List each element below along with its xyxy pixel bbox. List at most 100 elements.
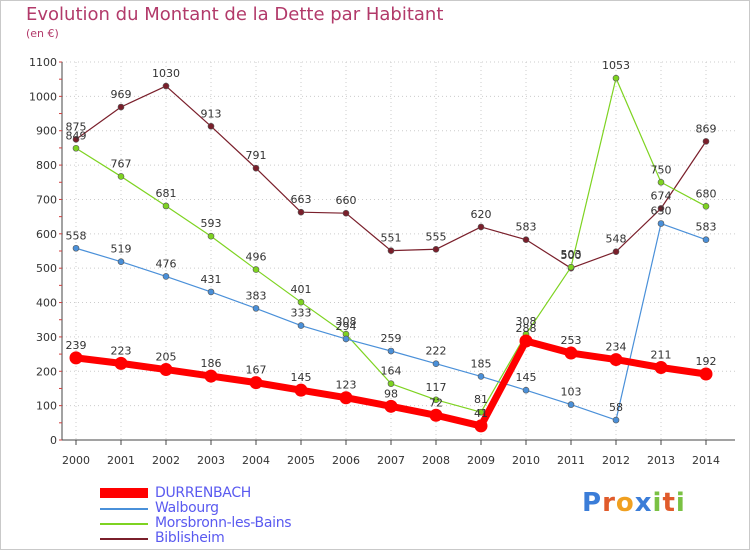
data-label: 205 xyxy=(156,351,177,364)
data-point xyxy=(249,376,263,390)
data-point xyxy=(117,103,125,111)
data-label: 1030 xyxy=(152,67,180,80)
data-point xyxy=(567,263,575,271)
data-label: 239 xyxy=(66,339,87,352)
data-point xyxy=(207,288,215,296)
chart-subtitle: (en €) xyxy=(26,27,59,40)
y-tick-label: 800 xyxy=(36,159,57,172)
y-tick-label: 1000 xyxy=(29,90,57,103)
data-label: 875 xyxy=(66,120,87,133)
y-tick-label: 600 xyxy=(36,228,57,241)
data-point xyxy=(339,391,353,405)
data-label: 192 xyxy=(696,355,717,368)
legend-label: Morsbronn-les-Bains xyxy=(155,515,292,531)
data-label: 849 xyxy=(66,129,87,142)
data-point xyxy=(657,205,665,212)
data-point xyxy=(612,74,620,82)
x-tick-label: 2004 xyxy=(242,454,270,467)
data-label: 500 xyxy=(561,249,582,262)
data-point xyxy=(297,298,305,306)
data-label: 913 xyxy=(201,107,222,120)
data-point xyxy=(252,164,260,172)
data-label: 681 xyxy=(156,187,177,200)
data-label: 1053 xyxy=(602,59,630,72)
data-point xyxy=(612,248,620,255)
data-label: 294 xyxy=(336,320,357,333)
data-label: 72 xyxy=(429,396,443,409)
data-label: 969 xyxy=(111,88,132,101)
data-label: 167 xyxy=(246,364,267,377)
x-tick-label: 2002 xyxy=(152,454,180,467)
data-point xyxy=(72,144,80,152)
data-point xyxy=(342,335,350,343)
data-label: 593 xyxy=(201,217,222,230)
data-point xyxy=(114,356,128,370)
y-tick-label: 400 xyxy=(36,297,57,310)
data-point xyxy=(702,203,710,210)
chart-title: Evolution du Montant de la Dette par Hab… xyxy=(26,4,444,25)
legend-swatch xyxy=(100,538,148,540)
proxiti-logo: Proxiti xyxy=(582,488,686,518)
data-point xyxy=(387,347,395,355)
x-tick-label: 2009 xyxy=(467,454,495,467)
x-tick-label: 2003 xyxy=(197,454,225,467)
data-point xyxy=(477,408,485,416)
data-label: 123 xyxy=(336,379,357,392)
data-label: 145 xyxy=(516,371,537,384)
data-point xyxy=(567,401,575,408)
data-point xyxy=(387,380,395,387)
data-point xyxy=(207,232,215,240)
data-label: 103 xyxy=(561,386,582,399)
y-tick-label: 1100 xyxy=(29,56,57,69)
data-label: 308 xyxy=(516,315,537,328)
data-label: 234 xyxy=(606,341,627,354)
data-label: 145 xyxy=(291,371,312,384)
data-label: 663 xyxy=(291,193,312,206)
data-label: 41 xyxy=(474,407,488,420)
data-label: 660 xyxy=(336,194,357,207)
data-label: 288 xyxy=(516,322,537,335)
data-point xyxy=(702,236,710,243)
data-point xyxy=(654,360,668,374)
legend-swatch xyxy=(100,488,148,498)
data-point xyxy=(69,351,83,365)
data-point xyxy=(384,399,398,413)
data-label: 211 xyxy=(651,348,672,361)
data-label: 630 xyxy=(651,205,672,218)
x-tick-label: 2000 xyxy=(62,454,90,467)
data-point xyxy=(564,346,578,360)
data-label: 548 xyxy=(606,233,627,246)
data-point xyxy=(429,408,443,422)
data-point xyxy=(162,202,170,210)
data-point xyxy=(432,360,440,368)
data-label: 869 xyxy=(696,122,717,135)
data-point xyxy=(204,369,218,383)
legend-label: Biblisheim xyxy=(155,530,225,546)
x-tick-label: 2011 xyxy=(557,454,585,467)
data-point xyxy=(342,209,350,217)
data-label: 496 xyxy=(246,251,267,264)
y-tick-label: 500 xyxy=(36,262,57,275)
x-tick-label: 2014 xyxy=(692,454,720,467)
data-point xyxy=(477,373,485,380)
data-label: 519 xyxy=(111,243,132,256)
legend-label: Walbourg xyxy=(155,500,219,516)
data-point xyxy=(252,266,260,273)
logo-letter: t xyxy=(662,488,676,518)
logo-letter: i xyxy=(652,488,663,518)
data-point xyxy=(387,247,395,254)
data-point xyxy=(432,396,440,404)
x-tick-label: 2013 xyxy=(647,454,675,467)
data-label: 185 xyxy=(471,357,492,370)
data-point xyxy=(519,334,533,348)
data-label: 750 xyxy=(651,163,672,176)
y-tick-label: 300 xyxy=(36,331,57,344)
x-tick-label: 2007 xyxy=(377,454,405,467)
data-point xyxy=(117,258,125,265)
data-point xyxy=(522,236,530,243)
x-tick-label: 2005 xyxy=(287,454,315,467)
data-point xyxy=(207,122,215,130)
legend-label: DURRENBACH xyxy=(155,485,252,501)
data-label: 58 xyxy=(609,401,623,414)
